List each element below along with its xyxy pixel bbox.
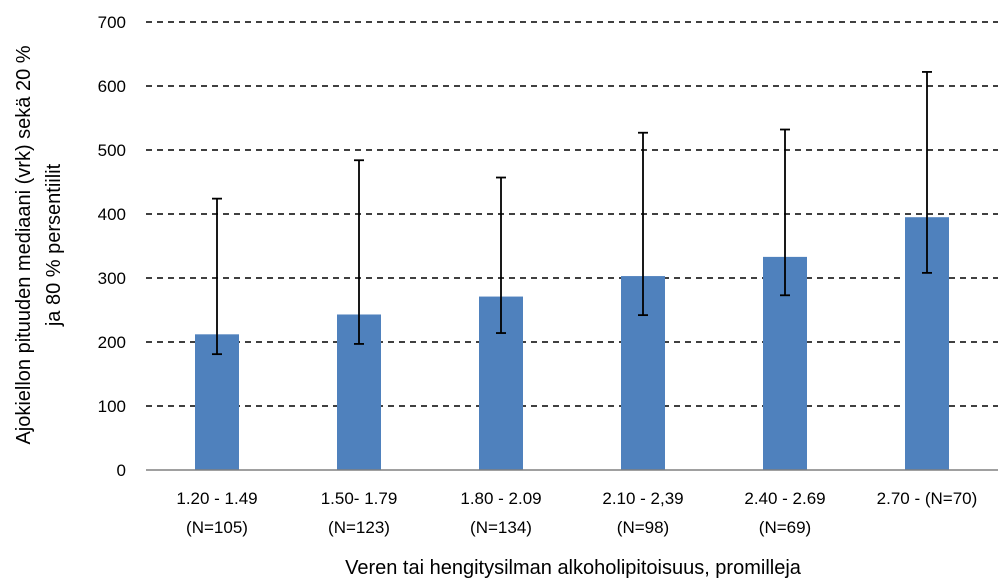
y-axis-title-line-1: Ajokiellon pituuden mediaani (vrk) sekä … bbox=[13, 45, 35, 444]
y-tick-labels: 0 100 200 300 400 500 600 700 bbox=[98, 13, 126, 480]
x-category-label: 1.80 - 2.09 bbox=[460, 489, 541, 508]
y-tick-label: 100 bbox=[98, 397, 126, 416]
x-category-label: (N=98) bbox=[617, 518, 669, 537]
error-bar bbox=[354, 159, 364, 345]
x-category-label: (N=123) bbox=[328, 518, 390, 537]
error-bars bbox=[212, 71, 932, 356]
y-tick-label: 600 bbox=[98, 77, 126, 96]
x-category-label: 2.40 - 2.69 bbox=[744, 489, 825, 508]
x-category-label: 2.10 - 2,39 bbox=[602, 489, 683, 508]
x-category-label: 2.70 - (N=70) bbox=[877, 489, 978, 508]
x-category-label: 1.20 - 1.49 bbox=[176, 489, 257, 508]
x-axis-title: Veren tai hengitysilman alkoholipitoisuu… bbox=[345, 557, 802, 579]
y-axis-title-line-2: ja 80 % persentiilit bbox=[43, 163, 65, 327]
gridlines bbox=[146, 21, 998, 407]
error-bar bbox=[922, 71, 932, 274]
x-category-label: (N=105) bbox=[186, 518, 248, 537]
y-tick-label: 500 bbox=[98, 141, 126, 160]
error-bar bbox=[212, 197, 222, 356]
error-bar bbox=[496, 176, 506, 334]
x-category-labels: 1.20 - 1.49 (N=105) 1.50- 1.79 (N=123) 1.80 … bbox=[176, 489, 977, 537]
y-tick-label: 700 bbox=[98, 13, 126, 32]
y-tick-label: 200 bbox=[98, 333, 126, 352]
y-axis-title: Ajokiellon pituuden mediaani (vrk) sekä … bbox=[13, 45, 65, 444]
x-category-label: (N=134) bbox=[470, 518, 532, 537]
bar bbox=[195, 334, 239, 470]
error-bar bbox=[780, 128, 790, 297]
y-tick-label: 400 bbox=[98, 205, 126, 224]
y-tick-label: 0 bbox=[117, 461, 126, 480]
y-tick-label: 300 bbox=[98, 269, 126, 288]
error-bar bbox=[638, 131, 648, 317]
x-category-label: (N=69) bbox=[759, 518, 811, 537]
x-category-label: 1.50- 1.79 bbox=[321, 489, 398, 508]
bars bbox=[195, 217, 949, 470]
